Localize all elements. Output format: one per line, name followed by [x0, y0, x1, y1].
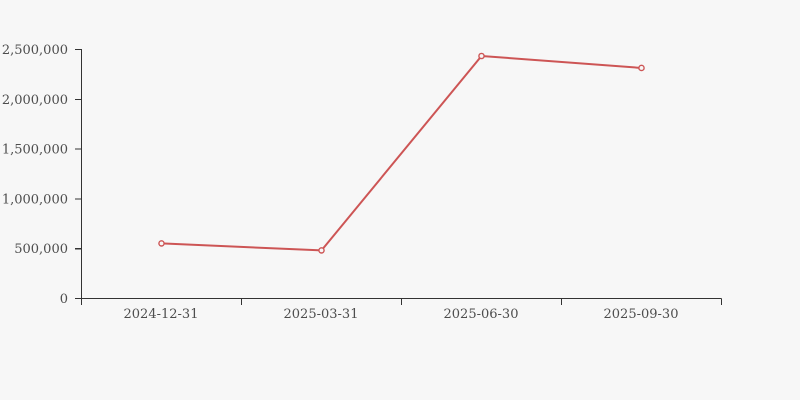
y-axis-tick-label: 2,500,000 — [2, 43, 68, 58]
x-axis-tick-label: 2025-03-31 — [284, 307, 359, 322]
data-series-layer — [158, 52, 645, 254]
y-axis-tick-label: 1,000,000 — [2, 192, 68, 207]
x-axis-tick-label: 2025-06-30 — [444, 307, 519, 322]
x-axis-tick-label: 2024-12-31 — [124, 307, 199, 322]
x-axis-tick-label: 2025-09-30 — [604, 307, 679, 322]
y-axis-tick-label: 2,000,000 — [2, 93, 68, 108]
data-point-marker[interactable] — [158, 240, 165, 247]
data-point-marker[interactable] — [318, 247, 325, 254]
y-axis-tick-label: 0 — [60, 292, 68, 307]
data-point-marker[interactable] — [638, 64, 645, 72]
y-axis: 2,500,000 2,000,000 1,500,000 1,000,000 … — [2, 43, 83, 307]
data-point-marker[interactable] — [478, 52, 485, 60]
y-axis-tick-label: 1,500,000 — [2, 143, 68, 158]
x-axis: 2024-12-31 2025-03-31 2025-06-30 2025-09… — [80, 297, 723, 322]
series-line — [160, 54, 643, 252]
y-axis-tick-label: 500,000 — [14, 242, 68, 257]
